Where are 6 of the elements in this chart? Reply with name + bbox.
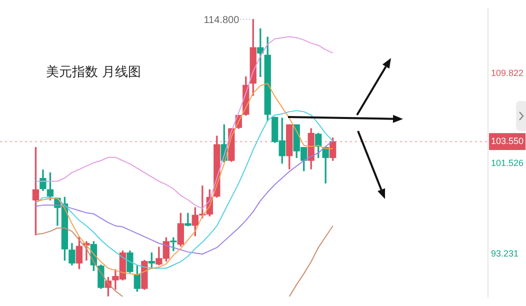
- y-tick-label: 93.231: [491, 248, 519, 258]
- text: 美元指数 月线图: [46, 64, 142, 81]
- y-tick-label: 103.550: [491, 136, 524, 146]
- y-tick-label: 101.526: [491, 158, 524, 168]
- annotation: 114.800: [204, 15, 240, 26]
- y-tick-label: 109.822: [491, 68, 524, 78]
